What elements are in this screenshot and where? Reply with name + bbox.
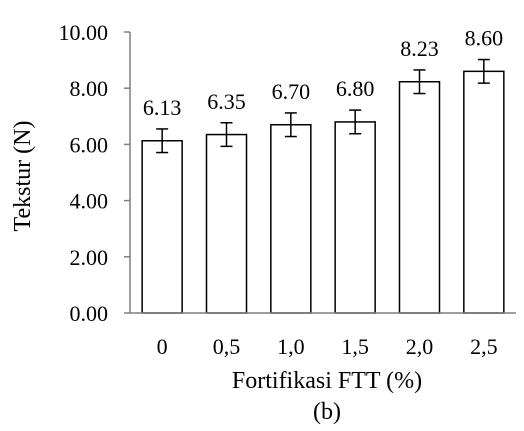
y-tick-label: 10.00 <box>59 20 109 45</box>
bar <box>334 121 376 314</box>
bar <box>463 70 505 314</box>
data-label: 6.80 <box>336 76 375 101</box>
x-axis: 0 0,5 1,0 1,5 2,0 2,5 <box>130 312 516 359</box>
x-tick-label: 2,0 <box>406 334 434 359</box>
data-label: 8.60 <box>465 26 504 51</box>
data-label: 6.35 <box>207 89 246 114</box>
y-tick-label: 8.00 <box>70 76 109 101</box>
bar <box>398 80 441 314</box>
bars <box>141 70 505 314</box>
data-label: 6.70 <box>272 79 311 104</box>
y-tick-label: 0.00 <box>70 301 109 326</box>
data-label: 8.23 <box>400 36 439 61</box>
data-label: 6.13 <box>143 95 182 120</box>
y-tick-label: 6.00 <box>70 132 109 157</box>
y-axis: 0.00 2.00 4.00 6.00 8.00 10.00 <box>59 20 131 326</box>
y-tick-label: 2.00 <box>70 245 109 270</box>
x-tick-label: 1,0 <box>277 334 305 359</box>
bar <box>141 139 183 314</box>
y-axis-title: Tekstur (N) <box>10 121 36 232</box>
x-tick-label: 2,5 <box>470 334 498 359</box>
bar <box>205 133 248 314</box>
bar <box>270 123 312 314</box>
figure-caption: (b) <box>313 399 341 425</box>
y-tick-label: 4.00 <box>70 189 109 214</box>
x-axis-title: Fortifikasi FTT (%) <box>232 368 422 394</box>
x-tick-label: 0 <box>157 334 168 359</box>
error-bars <box>156 58 490 154</box>
data-labels: 6.13 6.35 6.70 6.80 8.23 8.60 <box>143 26 503 120</box>
x-tick-label: 1,5 <box>341 334 369 359</box>
x-tick-label: 0,5 <box>213 334 241 359</box>
